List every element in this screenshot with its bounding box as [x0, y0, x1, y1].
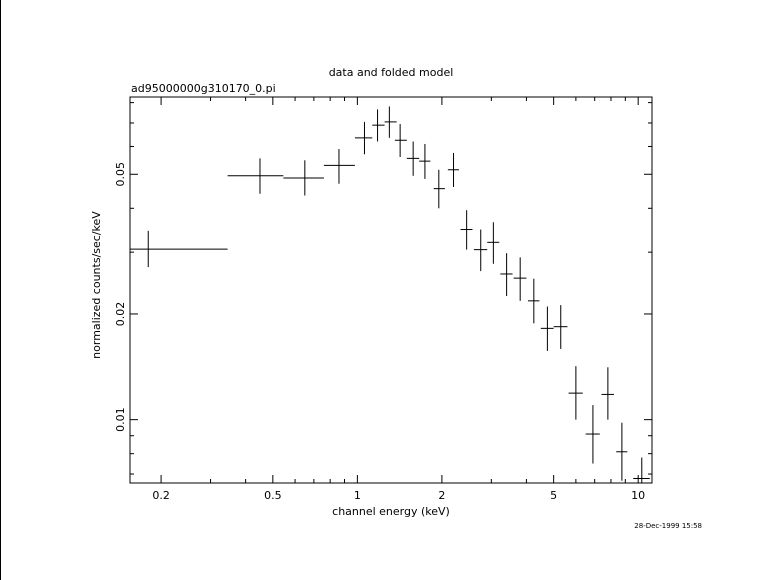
data-point — [568, 366, 583, 420]
chart-title: data and folded model — [329, 66, 454, 79]
y-tick-label: 0.01 — [114, 407, 127, 432]
data-point — [283, 160, 324, 196]
data-point — [500, 253, 513, 297]
data-point — [130, 230, 228, 268]
data-point — [354, 121, 373, 155]
x-tick-label: 5 — [550, 489, 557, 502]
data-point — [585, 405, 600, 464]
data-point — [616, 422, 628, 481]
data-points — [130, 106, 650, 483]
x-tick-label: 0.2 — [152, 489, 170, 502]
x-tick-label: 1 — [354, 489, 361, 502]
data-point — [601, 367, 614, 420]
axis-ticks — [130, 97, 652, 483]
data-point — [384, 106, 397, 138]
data-point — [633, 457, 650, 483]
data-point — [527, 278, 540, 324]
data-point — [447, 152, 459, 187]
data-point — [372, 109, 385, 142]
data-point — [487, 222, 500, 264]
x-tick-label: 0.5 — [264, 489, 282, 502]
timestamp: 28-Dec-1999 15:58 — [634, 522, 702, 530]
plot-frame — [129, 96, 653, 484]
data-point — [227, 158, 284, 194]
x-tick-label: 10 — [631, 489, 645, 502]
tick-labels: 0.2 0.5 1 2 5 10 0.01 0.02 0.05 — [114, 162, 645, 502]
data-point — [473, 229, 488, 272]
data-point — [460, 210, 473, 250]
window-edge-line — [0, 0, 1, 580]
chart-subtitle: ad95000000g310170_0.pi — [131, 82, 276, 95]
y-axis-label: normalized counts/sec/keV — [90, 211, 103, 359]
x-tick-label: 2 — [438, 489, 445, 502]
data-point — [394, 124, 407, 157]
data-point — [553, 305, 568, 349]
data-point — [419, 143, 431, 179]
y-tick-label: 0.05 — [114, 162, 127, 187]
y-tick-label: 0.02 — [114, 302, 127, 327]
data-point — [513, 257, 527, 301]
data-point — [406, 141, 420, 176]
x-axis-label: channel energy (keV) — [332, 505, 450, 518]
data-point — [323, 149, 355, 184]
data-point — [540, 306, 554, 351]
data-point — [433, 169, 445, 209]
